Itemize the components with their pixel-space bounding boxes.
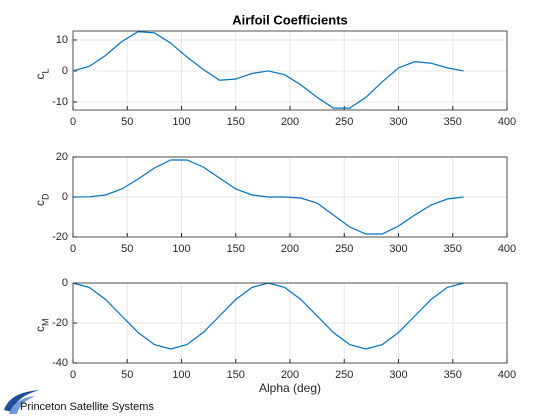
y-axis-label: cM bbox=[33, 319, 50, 333]
x-tick-label: 100 bbox=[172, 369, 190, 381]
x-tick-label: 100 bbox=[172, 243, 190, 255]
x-tick-label: 400 bbox=[498, 243, 516, 255]
x-axis-label: Alpha (deg) bbox=[259, 381, 321, 395]
x-tick-label: 300 bbox=[389, 243, 407, 255]
x-tick-label: 250 bbox=[335, 116, 353, 128]
axes-box bbox=[72, 282, 508, 364]
y-tick-label: 10 bbox=[56, 34, 68, 46]
chart-title: Airfoil Coefficients bbox=[232, 12, 348, 27]
logo-text: Princeton Satellite Systems bbox=[20, 401, 154, 413]
logo: Princeton Satellite Systems bbox=[4, 390, 154, 414]
y-tick-label: 0 bbox=[62, 65, 68, 77]
x-tick-label: 250 bbox=[335, 243, 353, 255]
y-tick-label: 0 bbox=[62, 191, 68, 203]
data-line bbox=[72, 31, 464, 109]
x-tick-label: 50 bbox=[121, 116, 133, 128]
y-axis-label: cD bbox=[33, 193, 50, 206]
logo-swoosh bbox=[9, 396, 36, 414]
x-tick-label: 350 bbox=[444, 116, 462, 128]
x-tick-label: 150 bbox=[227, 369, 245, 381]
x-tick-label: 50 bbox=[121, 243, 133, 255]
x-tick-label: 350 bbox=[444, 369, 462, 381]
x-tick-label: 400 bbox=[498, 369, 516, 381]
y-axis-label-text: c bbox=[33, 74, 47, 80]
x-tick-label: 150 bbox=[227, 116, 245, 128]
y-tick-label: -40 bbox=[52, 357, 68, 369]
y-axis-label-subscript: L bbox=[40, 68, 50, 73]
axes-box bbox=[72, 156, 508, 238]
y-tick-label: -10 bbox=[52, 96, 68, 108]
x-tick-label: 400 bbox=[498, 116, 516, 128]
x-tick-label: 0 bbox=[70, 243, 76, 255]
y-axis-label-subscript: M bbox=[40, 319, 50, 327]
x-tick-label: 50 bbox=[121, 369, 133, 381]
y-axis-label-text: c bbox=[33, 326, 47, 332]
y-tick-label: 0 bbox=[62, 277, 68, 289]
x-tick-label: 250 bbox=[335, 369, 353, 381]
x-tick-label: 150 bbox=[227, 243, 245, 255]
data-line bbox=[72, 159, 464, 235]
x-tick-label: 200 bbox=[281, 243, 299, 255]
x-tick-label: 0 bbox=[70, 369, 76, 381]
axes-box bbox=[72, 30, 508, 111]
x-tick-label: 350 bbox=[444, 243, 462, 255]
y-tick-label: 20 bbox=[56, 151, 68, 163]
x-tick-label: 100 bbox=[172, 116, 190, 128]
y-tick-label: -20 bbox=[52, 317, 68, 329]
x-tick-label: 300 bbox=[389, 369, 407, 381]
y-axis-label-text: c bbox=[33, 200, 47, 206]
x-tick-label: 300 bbox=[389, 116, 407, 128]
y-tick-label: -20 bbox=[52, 231, 68, 243]
x-tick-label: 200 bbox=[281, 116, 299, 128]
y-axis-label: cL bbox=[33, 68, 50, 79]
y-axis-label-subscript: D bbox=[40, 193, 50, 200]
x-tick-label: 0 bbox=[70, 116, 76, 128]
x-tick-label: 200 bbox=[281, 369, 299, 381]
